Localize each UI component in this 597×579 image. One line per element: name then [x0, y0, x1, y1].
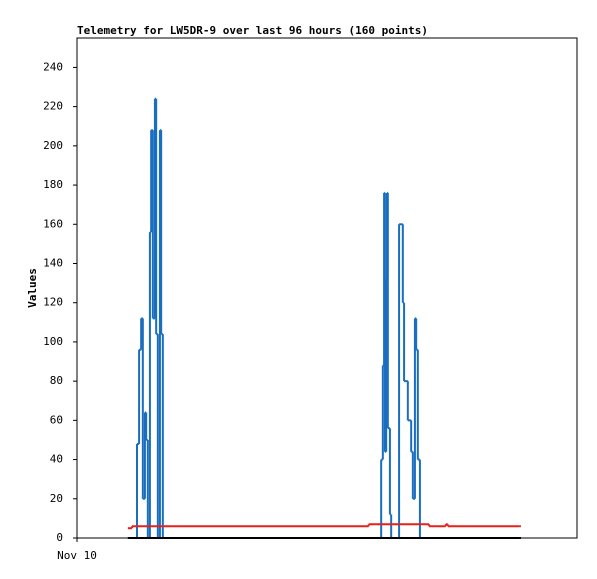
y-axis-label: Values	[26, 268, 39, 308]
y-tick-label: 240	[43, 60, 63, 73]
y-tick-label: 160	[43, 217, 63, 230]
chart-title: Telemetry for LW5DR-9 over last 96 hours…	[77, 24, 428, 37]
x-tick-label: Nov 10	[57, 549, 97, 562]
y-tick-label: 140	[43, 256, 63, 269]
y-tick-label: 180	[43, 178, 63, 191]
y-tick-label: 200	[43, 139, 63, 152]
y-tick-label: 20	[50, 492, 63, 505]
y-tick-label: 80	[50, 374, 63, 387]
y-tick-label: 100	[43, 335, 63, 348]
y-tick-label: 220	[43, 100, 63, 113]
y-tick-label: 40	[50, 453, 63, 466]
y-tick-label: 120	[43, 296, 63, 309]
y-tick-label: 60	[50, 413, 63, 426]
y-tick-label: 0	[56, 531, 63, 544]
